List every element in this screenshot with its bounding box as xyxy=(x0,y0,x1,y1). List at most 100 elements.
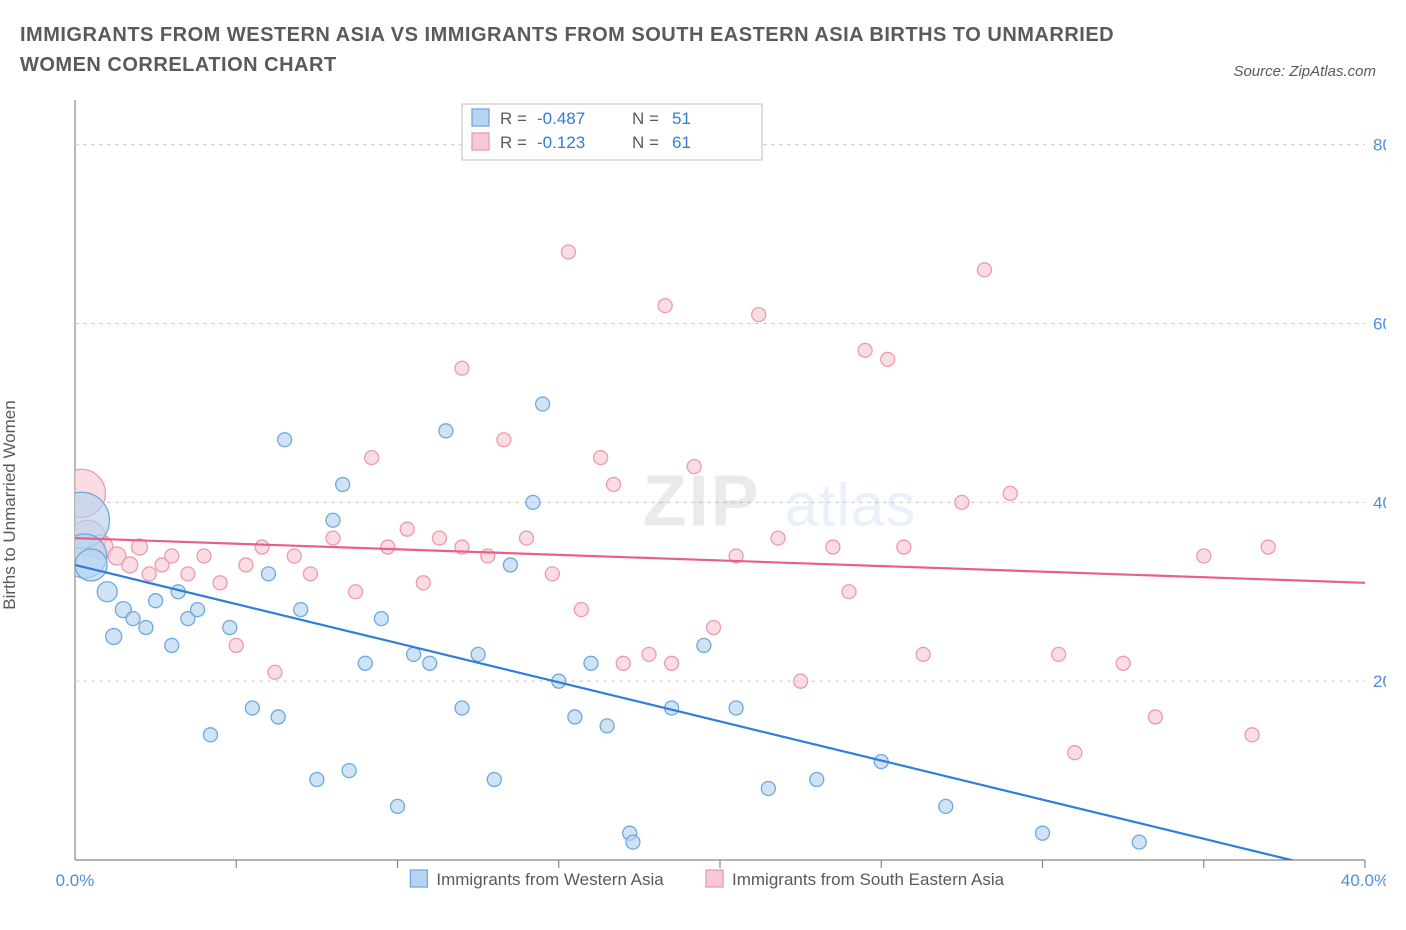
data-point xyxy=(142,567,156,581)
data-point xyxy=(481,549,495,563)
data-point xyxy=(97,582,117,602)
data-point xyxy=(381,540,395,554)
legend-r-label: R = xyxy=(500,109,527,128)
data-point xyxy=(858,343,872,357)
data-point xyxy=(771,531,785,545)
legend-r-value: -0.123 xyxy=(537,133,585,152)
data-point xyxy=(268,665,282,679)
x-tick-label: 0.0% xyxy=(56,871,95,890)
data-point xyxy=(561,245,575,259)
scatter-chart: 20.0% 40.0% 60.0% 80.0% 0.0% 40.0% ZIP atlas R =… xyxy=(20,90,1386,920)
data-point xyxy=(407,647,421,661)
data-point xyxy=(497,433,511,447)
data-point xyxy=(1261,540,1275,554)
data-point xyxy=(262,567,276,581)
legend-n-value: 51 xyxy=(672,109,691,128)
data-point xyxy=(349,585,363,599)
data-point xyxy=(1068,746,1082,760)
legend-n-label: N = xyxy=(632,133,659,152)
bottom-legend-label: Immigrants from South Eastern Asia xyxy=(732,870,1005,889)
data-point xyxy=(423,656,437,670)
data-point xyxy=(574,603,588,617)
legend-swatch xyxy=(472,109,489,126)
data-point xyxy=(213,576,227,590)
data-point xyxy=(1148,710,1162,724)
data-point xyxy=(239,558,253,572)
data-point xyxy=(471,647,485,661)
data-point xyxy=(223,621,237,635)
data-point xyxy=(400,522,414,536)
data-point xyxy=(439,424,453,438)
data-point xyxy=(977,263,991,277)
data-point xyxy=(1003,486,1017,500)
data-point xyxy=(729,701,743,715)
data-point xyxy=(1052,647,1066,661)
data-point xyxy=(697,638,711,652)
data-point xyxy=(487,773,501,787)
legend-n-value: 61 xyxy=(672,133,691,152)
data-point xyxy=(391,799,405,813)
watermark: ZIP atlas xyxy=(643,462,917,542)
svg-text:ZIP: ZIP xyxy=(643,462,761,542)
data-point xyxy=(294,603,308,617)
data-point xyxy=(149,594,163,608)
data-point xyxy=(810,773,824,787)
x-tick-label: 40.0% xyxy=(1341,871,1386,890)
data-point xyxy=(455,361,469,375)
y-tick-label: 80.0% xyxy=(1373,136,1386,155)
data-point xyxy=(761,781,775,795)
data-point xyxy=(122,557,138,573)
chart-title: IMMIGRANTS FROM WESTERN ASIA VS IMMIGRAN… xyxy=(20,20,1140,80)
data-point xyxy=(616,656,630,670)
data-point xyxy=(642,647,656,661)
data-point xyxy=(897,540,911,554)
data-point xyxy=(1116,656,1130,670)
data-point xyxy=(526,495,540,509)
data-point xyxy=(432,531,446,545)
data-point xyxy=(165,549,179,563)
data-point xyxy=(842,585,856,599)
data-point xyxy=(303,567,317,581)
data-point xyxy=(584,656,598,670)
data-point xyxy=(1245,728,1259,742)
legend-r-value: -0.487 xyxy=(537,109,585,128)
data-point xyxy=(365,451,379,465)
data-point xyxy=(197,549,211,563)
data-point xyxy=(326,531,340,545)
legend-r-label: R = xyxy=(500,133,527,152)
data-point xyxy=(106,628,122,644)
y-tick-label: 20.0% xyxy=(1373,672,1386,691)
data-point xyxy=(665,656,679,670)
data-point xyxy=(916,647,930,661)
data-point xyxy=(794,674,808,688)
data-point xyxy=(658,299,672,313)
data-point xyxy=(1132,835,1146,849)
legend-swatch xyxy=(472,133,489,150)
data-point xyxy=(520,531,534,545)
data-point xyxy=(278,433,292,447)
data-point xyxy=(594,451,608,465)
data-point xyxy=(600,719,614,733)
trend-line-blue xyxy=(75,565,1365,878)
y-tick-label: 40.0% xyxy=(1373,493,1386,512)
data-point xyxy=(752,308,766,322)
data-point xyxy=(229,638,243,652)
data-point xyxy=(881,352,895,366)
data-point xyxy=(1197,549,1211,563)
legend-n-label: N = xyxy=(632,109,659,128)
data-point xyxy=(287,549,301,563)
data-point xyxy=(536,397,550,411)
data-point xyxy=(75,549,107,581)
y-tick-label: 60.0% xyxy=(1373,315,1386,334)
data-point xyxy=(326,513,340,527)
header-row: IMMIGRANTS FROM WESTERN ASIA VS IMMIGRAN… xyxy=(0,0,1406,80)
data-point xyxy=(245,701,259,715)
data-point xyxy=(1036,826,1050,840)
data-point xyxy=(826,540,840,554)
data-point xyxy=(358,656,372,670)
svg-text:atlas: atlas xyxy=(785,472,917,539)
bottom-legend-swatch xyxy=(410,870,427,887)
data-point xyxy=(503,558,517,572)
data-point xyxy=(374,612,388,626)
data-point xyxy=(707,621,721,635)
